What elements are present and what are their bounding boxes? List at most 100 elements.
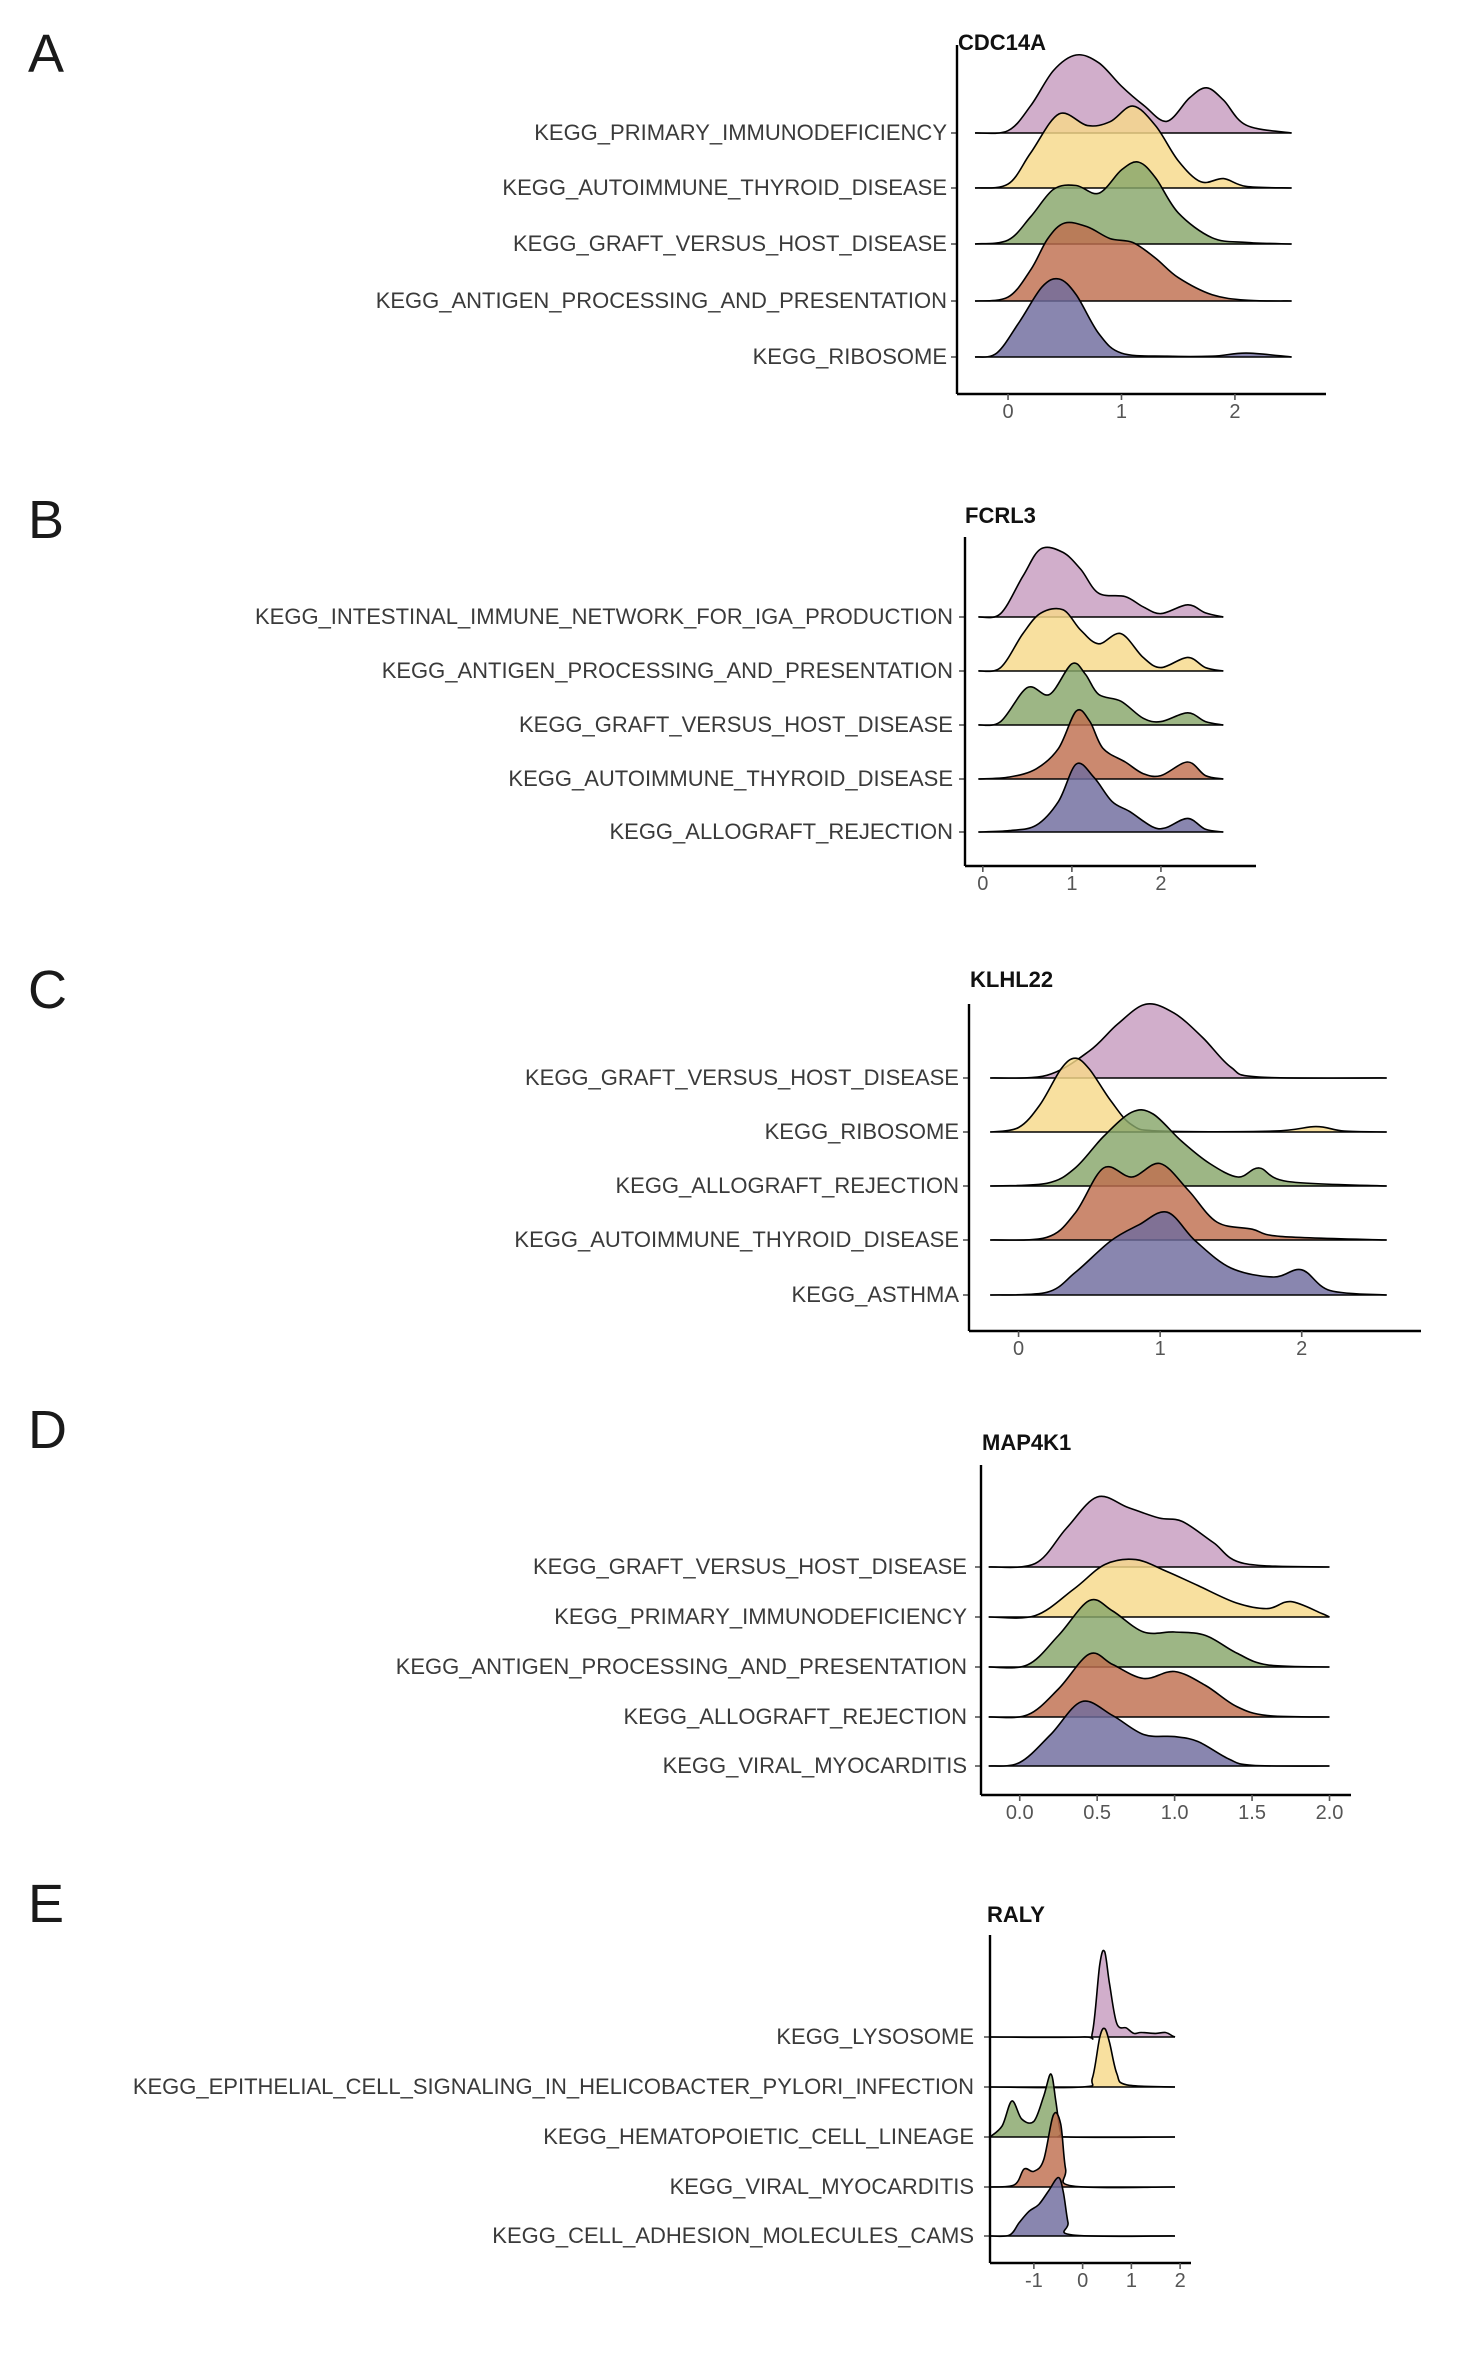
x-tick-label: 2.0 [1316,1802,1344,1824]
ridge-fill-kegg-antigen-processing-and-presentation [978,608,1224,672]
gene-title: RALY [987,1902,1045,1927]
row-label: KEGG_ANTIGEN_PROCESSING_AND_PRESENTATION [396,1654,967,1679]
x-tick-label: 1.5 [1238,1802,1266,1824]
ridge-fill-kegg-graft-versus-host-disease [975,161,1292,244]
ridge-fill-kegg-graft-versus-host-disease [978,663,1224,726]
row-label: KEGG_ALLOGRAFT_REJECTION [609,819,953,844]
ridge-fill-kegg-allograft-rejection [978,763,1224,832]
ridge-fill-kegg-lysosome [990,1950,1175,2040]
x-tick-label: 1 [1066,873,1077,895]
ridge-fill-kegg-ribosome [990,1058,1387,1132]
gene-title: KLHL22 [970,967,1053,992]
row-label: KEGG_ASTHMA [792,1282,960,1307]
x-tick-label: 0 [1002,401,1013,423]
x-tick-label: 0 [1077,2270,1088,2292]
panel-letter-d: D [28,1400,67,1460]
x-tick-label: 0.5 [1083,1802,1111,1824]
row-label: KEGG_AUTOIMMUNE_THYROID_DISEASE [514,1227,959,1252]
x-tick-label: 2 [1175,2270,1186,2292]
row-label: KEGG_PRIMARY_IMMUNODEFICIENCY [534,120,947,145]
ridge-outline-kegg-graft-versus-host-disease [974,161,1292,245]
panel-letter-a: A [28,24,64,84]
ridge-outline-kegg-allograft-rejection [978,762,1224,833]
ridge-outline-kegg-antigen-processing-and-presentation [988,1598,1330,1669]
row-label: KEGG_GRAFT_VERSUS_HOST_DISEASE [519,712,953,737]
x-tick-label: 0 [977,873,988,895]
ridgeline-panel-map4k1: MAP4K1 KEGG_GRAFT_VERSUS_HOST_DISEASE KEG… [396,1430,1351,1824]
panel-letter-e: E [28,1874,64,1934]
gene-title: MAP4K1 [982,1430,1071,1455]
x-tick-label: 2 [1155,873,1166,895]
ridge-outline-kegg-intestinal-immune-network-for-iga-production [978,546,1224,619]
ridge-outline-kegg-ribosome [990,1057,1387,1133]
row-label: KEGG_ANTIGEN_PROCESSING_AND_PRESENTATION [382,658,953,683]
panel-letter-b: B [28,490,64,550]
ridge-outline-kegg-ribosome [974,277,1292,358]
ridge-outline-kegg-autoimmune-thyroid-disease [978,709,1224,780]
ridge-outline-kegg-antigen-processing-and-presentation [978,607,1224,673]
x-tick-label: 0 [1013,1338,1024,1360]
ridge-outline-kegg-viral-myocarditis [988,1700,1330,1767]
x-tick-label: 2 [1296,1338,1307,1360]
ridge-outline-kegg-primary-immunodeficiency [974,53,1292,135]
row-label: KEGG_INTESTINAL_IMMUNE_NETWORK_FOR_IGA_P… [255,604,953,629]
ridge-fill-kegg-primary-immunodeficiency [975,54,1292,134]
ridge-outline-kegg-asthma [990,1210,1387,1296]
x-tick-label: 2 [1229,401,1240,423]
ridgeline-panel-klhl22: KLHL22 KEGG_GRAFT_VERSUS_HOST_DISEASE KEG… [514,967,1421,1360]
row-label: KEGG_GRAFT_VERSUS_HOST_DISEASE [525,1065,959,1090]
row-label: KEGG_LYSOSOME [776,2024,974,2049]
ridge-fill-kegg-graft-versus-host-disease [988,1496,1330,1568]
ridge-fill-kegg-autoimmune-thyroid-disease [978,709,1224,779]
row-label: KEGG_ALLOGRAFT_REJECTION [623,1704,967,1729]
ridge-fill-kegg-autoimmune-thyroid-disease [990,1163,1387,1241]
ridge-outline-kegg-allograft-rejection [988,1652,1330,1719]
x-tick-label: 0.0 [1006,1802,1034,1824]
ridge-fill-kegg-intestinal-immune-network-for-iga-production [978,547,1224,618]
ridge-fill-kegg-viral-myocarditis [988,1701,1330,1767]
ridgeline-panel-raly: RALY KEGG_LYSOSOME KEGG_EPITHELIAL_CELL_S… [133,1902,1191,2292]
row-label: KEGG_ANTIGEN_PROCESSING_AND_PRESENTATION [376,288,947,313]
row-label: KEGG_GRAFT_VERSUS_HOST_DISEASE [533,1554,967,1579]
ridge-outline-kegg-graft-versus-host-disease [988,1495,1330,1569]
x-tick-label: 1 [1155,1338,1166,1360]
row-label: KEGG_RIBOSOME [753,344,947,369]
ridge-outline-kegg-cell-adhesion-molecules-cams [989,2176,1176,2238]
panel-letter-c: C [28,960,67,1020]
x-tick-label: 1 [1126,2270,1137,2292]
gene-title: FCRL3 [965,503,1036,528]
row-label: KEGG_CELL_ADHESION_MOLECULES_CAMS [492,2223,974,2248]
ridge-fill-kegg-graft-versus-host-disease [990,1003,1387,1079]
ridge-outline-kegg-viral-myocarditis [989,2111,1176,2189]
ridge-outline-kegg-antigen-processing-and-presentation [974,221,1292,302]
row-label: KEGG_VIRAL_MYOCARDITIS [670,2174,974,2199]
ridge-outline-kegg-graft-versus-host-disease [978,662,1224,727]
ridge-outline-kegg-primary-immunodeficiency [988,1558,1330,1619]
row-label: KEGG_RIBOSOME [765,1119,959,1144]
row-label: KEGG_EPITHELIAL_CELL_SIGNALING_IN_HELICO… [133,2074,974,2099]
ridge-outline-kegg-autoimmune-thyroid-disease [990,1162,1387,1241]
x-tick-label: 1.0 [1161,1802,1189,1824]
ridge-outline-kegg-lysosome [989,1949,1176,2040]
ridge-fill-kegg-ribosome [975,278,1292,358]
ridge-outline-kegg-autoimmune-thyroid-disease [974,105,1292,189]
row-label: KEGG_GRAFT_VERSUS_HOST_DISEASE [513,231,947,256]
row-label: KEGG_AUTOIMMUNE_THYROID_DISEASE [502,175,947,200]
ridgeline-panel-cdc14a: CDC14A KEGG_PRIMARY_IMMUNODEFICIENCY KEGG… [376,30,1326,423]
ridge-fill-kegg-allograft-rejection [988,1653,1330,1718]
row-label: KEGG_HEMATOPOIETIC_CELL_LINEAGE [543,2124,974,2149]
gene-title: CDC14A [958,30,1046,55]
ridge-outline-kegg-allograft-rejection [990,1109,1387,1187]
ridge-fill-kegg-autoimmune-thyroid-disease [975,106,1292,188]
row-label: KEGG_ALLOGRAFT_REJECTION [615,1173,959,1198]
row-label: KEGG_AUTOIMMUNE_THYROID_DISEASE [508,766,953,791]
ridge-fill-kegg-cell-adhesion-molecules-cams [990,2177,1175,2237]
row-label: KEGG_VIRAL_MYOCARDITIS [663,1753,967,1778]
ridge-fill-kegg-hematopoietic-cell-lineage [990,2073,1175,2138]
x-tick-label: -1 [1025,2270,1043,2292]
ridge-fill-kegg-asthma [990,1211,1387,1295]
x-tick-label: 1 [1116,401,1127,423]
row-label: KEGG_PRIMARY_IMMUNODEFICIENCY [554,1604,967,1629]
ridge-fill-kegg-primary-immunodeficiency [988,1559,1330,1619]
